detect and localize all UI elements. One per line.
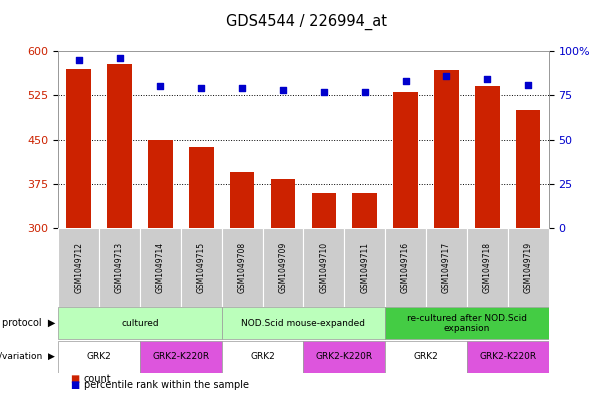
Bar [303, 228, 345, 307]
Bar [140, 341, 222, 373]
Text: GRK2: GRK2 [250, 352, 275, 361]
Bar [181, 228, 222, 307]
Bar [434, 70, 459, 228]
Bar [140, 228, 181, 307]
Text: GSM1049708: GSM1049708 [238, 242, 246, 293]
Bar [271, 179, 295, 228]
Bar [99, 228, 140, 307]
Bar [352, 193, 377, 228]
Text: GDS4544 / 226994_at: GDS4544 / 226994_at [226, 13, 387, 30]
Bar [189, 147, 213, 228]
Bar [58, 307, 222, 339]
Text: GSM1049718: GSM1049718 [483, 242, 492, 293]
Point [237, 85, 247, 91]
Bar [303, 341, 385, 373]
Text: ■: ■ [70, 380, 80, 390]
Bar [508, 228, 549, 307]
Bar [222, 228, 262, 307]
Bar [385, 307, 549, 339]
Text: GRK2-K220R: GRK2-K220R [316, 352, 373, 361]
Text: genotype/variation  ▶: genotype/variation ▶ [0, 352, 55, 361]
Text: re-cultured after NOD.Scid
expansion: re-cultured after NOD.Scid expansion [407, 314, 527, 333]
Point [401, 78, 411, 84]
Bar [467, 341, 549, 373]
Text: GSM1049710: GSM1049710 [319, 242, 329, 293]
Text: GRK2-K220R: GRK2-K220R [479, 352, 536, 361]
Text: ■: ■ [70, 374, 80, 384]
Text: GSM1049715: GSM1049715 [197, 242, 206, 293]
Text: GSM1049709: GSM1049709 [278, 242, 287, 293]
Bar [385, 228, 426, 307]
Bar [516, 110, 541, 228]
Bar [311, 193, 336, 228]
Bar [385, 341, 467, 373]
Point [115, 55, 124, 61]
Point [524, 81, 533, 88]
Text: GSM1049719: GSM1049719 [524, 242, 533, 293]
Bar [222, 307, 385, 339]
Point [360, 88, 370, 95]
Bar [58, 341, 140, 373]
Bar [148, 140, 173, 228]
Bar [262, 228, 303, 307]
Bar [467, 228, 508, 307]
Bar [475, 86, 500, 228]
Text: protocol  ▶: protocol ▶ [2, 318, 55, 328]
Bar [394, 92, 418, 228]
Point [74, 57, 83, 63]
Text: GSM1049716: GSM1049716 [401, 242, 410, 293]
Point [319, 88, 329, 95]
Text: GSM1049717: GSM1049717 [442, 242, 451, 293]
Text: GSM1049711: GSM1049711 [360, 242, 369, 293]
Bar [66, 69, 91, 228]
Point [196, 85, 206, 91]
Text: count: count [84, 374, 112, 384]
Text: GRK2: GRK2 [86, 352, 112, 361]
Text: GSM1049713: GSM1049713 [115, 242, 124, 293]
Bar [426, 228, 467, 307]
Point [278, 87, 288, 93]
Text: cultured: cultured [121, 319, 159, 328]
Point [482, 76, 492, 83]
Text: GSM1049714: GSM1049714 [156, 242, 165, 293]
Text: GRK2: GRK2 [414, 352, 438, 361]
Point [156, 83, 166, 90]
Bar [230, 172, 254, 228]
Bar [58, 228, 99, 307]
Bar [345, 228, 385, 307]
Text: GRK2-K220R: GRK2-K220R [152, 352, 210, 361]
Bar [107, 64, 132, 228]
Text: percentile rank within the sample: percentile rank within the sample [84, 380, 249, 390]
Point [441, 73, 451, 79]
Text: GSM1049712: GSM1049712 [74, 242, 83, 293]
Text: NOD.Scid mouse-expanded: NOD.Scid mouse-expanded [242, 319, 365, 328]
Bar [222, 341, 303, 373]
